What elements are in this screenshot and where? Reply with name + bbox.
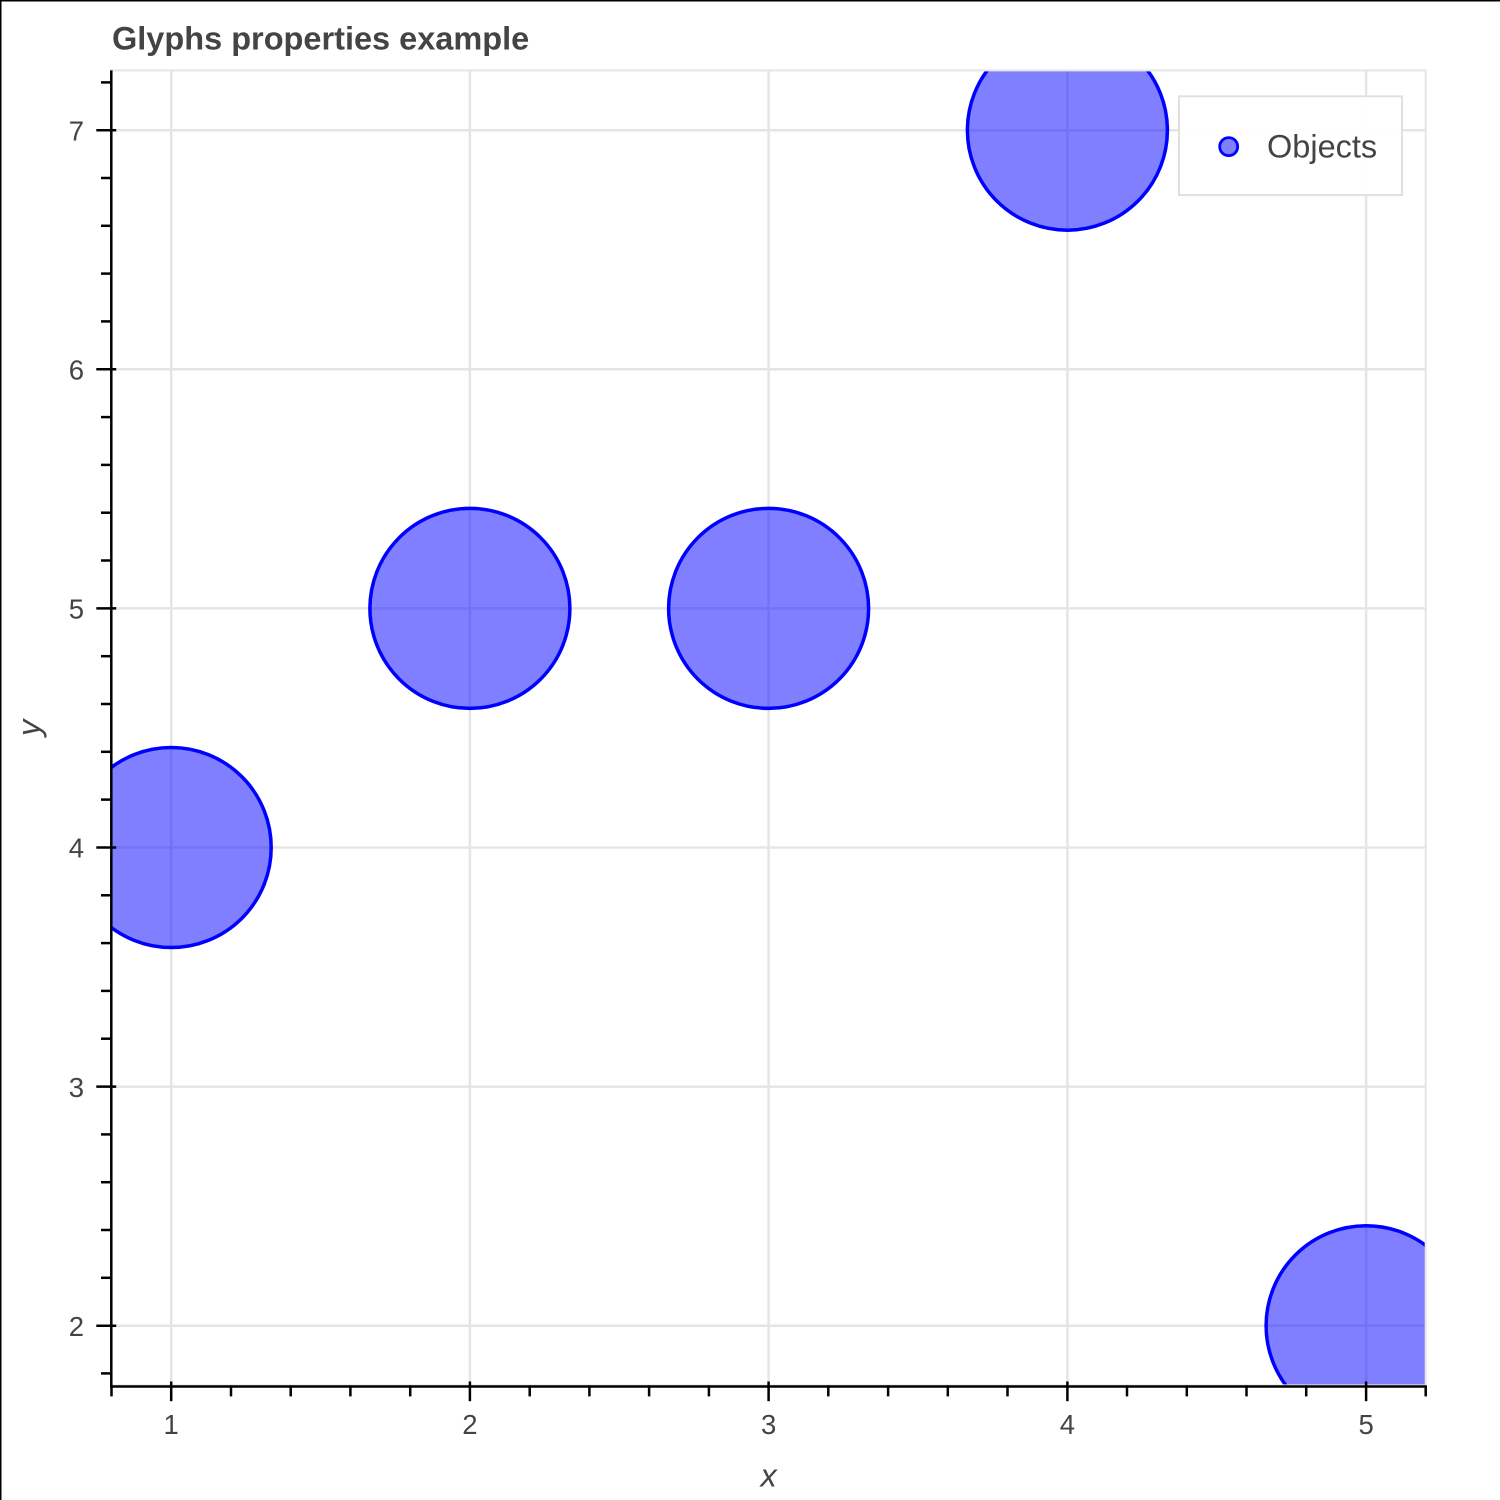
svg-text:3: 3 <box>69 1072 84 1103</box>
svg-text:2: 2 <box>462 1409 477 1440</box>
svg-text:x: x <box>758 1458 778 1494</box>
svg-text:y: y <box>11 718 47 738</box>
svg-text:5: 5 <box>1358 1409 1373 1440</box>
svg-text:2: 2 <box>69 1311 84 1342</box>
svg-text:6: 6 <box>69 355 84 386</box>
svg-text:4: 4 <box>1060 1409 1075 1440</box>
svg-text:5: 5 <box>69 594 84 625</box>
svg-text:7: 7 <box>69 115 84 146</box>
svg-text:1: 1 <box>164 1409 179 1440</box>
svg-text:Objects: Objects <box>1267 129 1377 165</box>
svg-text:4: 4 <box>69 833 84 864</box>
svg-text:Glyphs properties example: Glyphs properties example <box>112 21 529 57</box>
svg-text:3: 3 <box>761 1409 776 1440</box>
